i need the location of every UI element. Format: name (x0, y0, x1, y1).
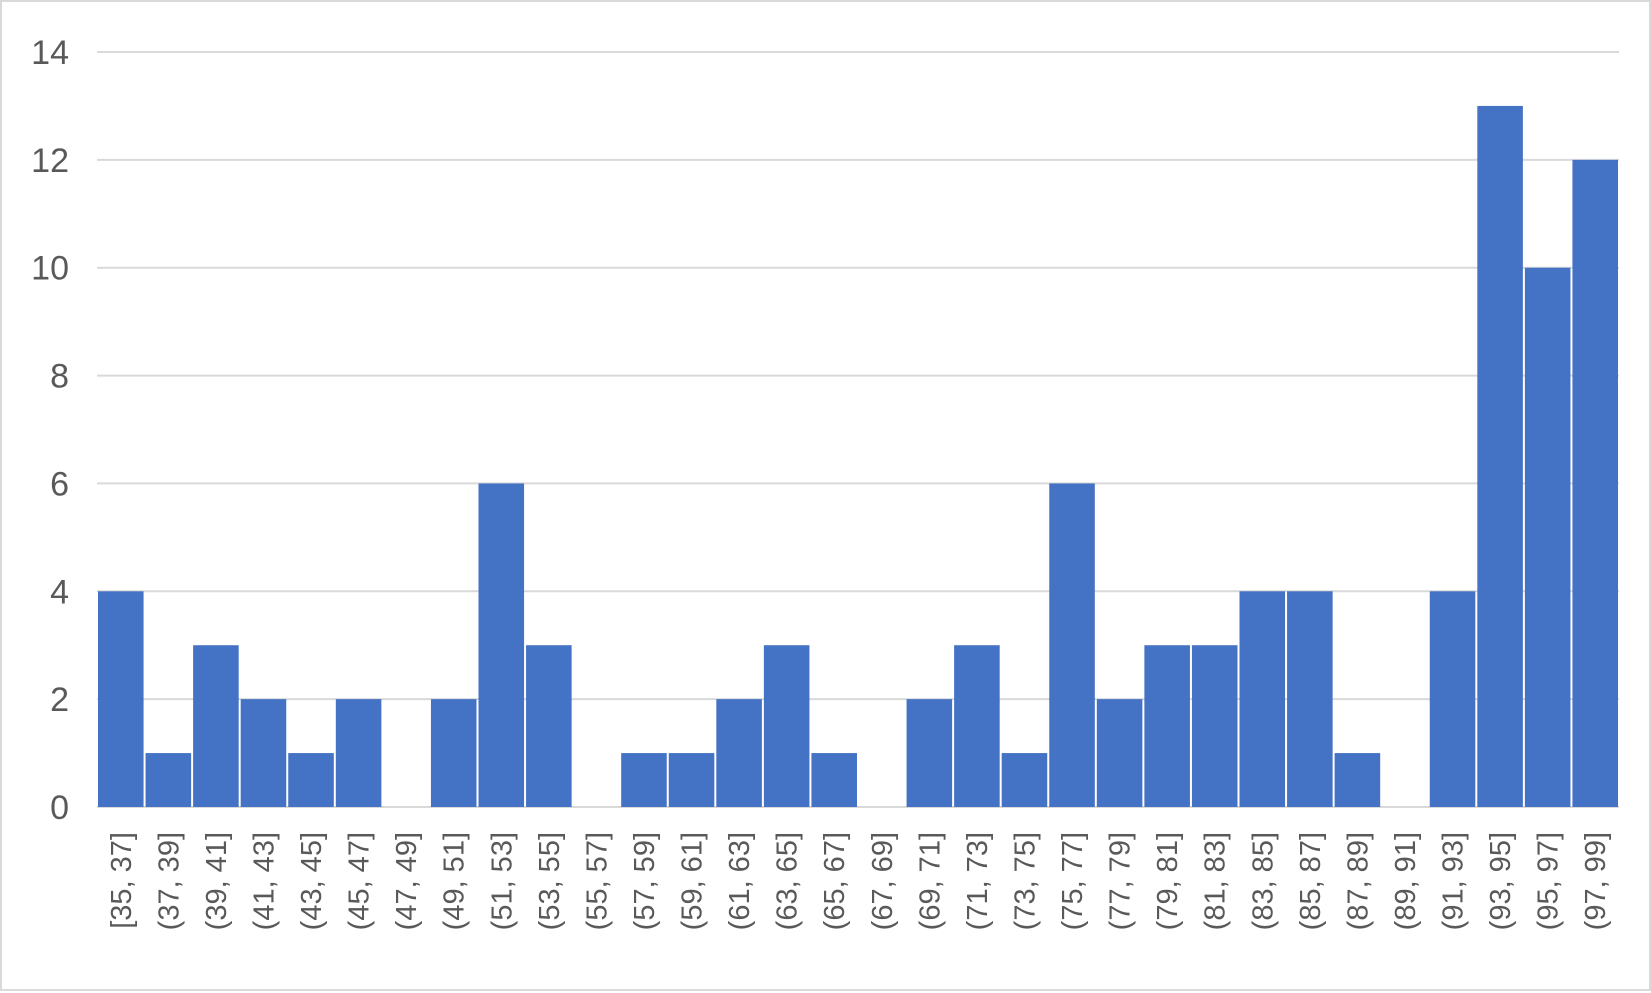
y-tick-label: 6 (50, 465, 69, 503)
x-tick-label: (97, 99] (1580, 832, 1612, 930)
x-tick-label: (81, 83] (1200, 832, 1232, 930)
bar (1334, 753, 1381, 807)
x-tick-label: (87, 89] (1342, 832, 1374, 930)
bar (240, 699, 287, 807)
bar (335, 699, 382, 807)
bar (1001, 753, 1048, 807)
bar (288, 753, 334, 807)
bars (98, 105, 1618, 807)
x-tick-label: (77, 79] (1105, 832, 1137, 930)
y-tick-label: 2 (50, 681, 69, 719)
bar (811, 753, 857, 807)
bar (1096, 699, 1143, 807)
x-tick-label: (65, 67] (819, 832, 851, 930)
x-tick-label: (41, 43] (248, 832, 280, 930)
x-tick-label: (59, 61] (677, 832, 709, 930)
y-tick-label: 0 (50, 789, 69, 827)
x-tick-label: (95, 97] (1533, 832, 1565, 930)
x-tick-label: (61, 63] (724, 832, 756, 930)
x-tick-label: (71, 73] (962, 832, 994, 930)
x-tick-label: (85, 87] (1295, 832, 1327, 930)
x-tick-label: (75, 77] (1057, 832, 1089, 930)
y-tick-label: 4 (50, 573, 69, 611)
x-tick-label: [35, 37] (106, 832, 138, 929)
bar (716, 699, 762, 807)
y-axis-ticks: 0 2 4 6 8 10 12 14 (31, 34, 69, 827)
x-tick-label: (63, 65] (772, 832, 804, 930)
x-tick-label: (37, 39] (153, 832, 185, 930)
bar (763, 645, 810, 807)
bar (145, 753, 192, 807)
x-tick-label: (91, 93] (1438, 832, 1470, 930)
y-tick-label: 12 (31, 142, 69, 180)
bar (1049, 483, 1095, 807)
bar (1239, 591, 1286, 807)
x-tick-label: (39, 41] (201, 832, 233, 930)
bar (98, 591, 144, 807)
x-tick-label: (49, 51] (439, 832, 471, 930)
gridlines (97, 51, 1619, 808)
bar (1429, 591, 1476, 807)
bar (478, 483, 525, 807)
x-tick-label: (55, 57] (581, 832, 613, 930)
y-tick-label: 8 (50, 358, 69, 396)
x-tick-label: (43, 45] (296, 832, 328, 930)
x-tick-label: (89, 91] (1390, 832, 1422, 930)
x-tick-label: (79, 81] (1152, 832, 1184, 930)
x-tick-label: (73, 75] (1009, 832, 1041, 930)
x-tick-label: (47, 49] (391, 832, 423, 930)
bar (621, 753, 667, 807)
x-tick-label: (53, 55] (534, 832, 566, 930)
y-tick-label: 14 (31, 34, 69, 72)
bar (954, 645, 1000, 807)
bar (1477, 105, 1523, 807)
x-tick-label: (57, 59] (629, 832, 661, 930)
bar (1524, 267, 1571, 807)
x-tick-label: (93, 95] (1485, 832, 1517, 930)
x-tick-label: (45, 47] (344, 832, 376, 930)
x-tick-label: (69, 71] (914, 832, 946, 930)
x-tick-label: (67, 69] (867, 832, 899, 930)
bar (430, 699, 477, 807)
bar (1287, 591, 1333, 807)
bar (668, 753, 715, 807)
x-axis-ticks: [35, 37] (37, 39] (39, 41] (41, 43] (43, 45]… (106, 832, 1612, 930)
bar (1144, 645, 1190, 807)
y-tick-label: 10 (31, 250, 69, 288)
x-tick-label: (83, 85] (1247, 832, 1279, 930)
bar (906, 699, 953, 807)
bar (1191, 645, 1238, 807)
bar (526, 645, 572, 807)
x-tick-label: (51, 53] (486, 832, 518, 930)
bar (193, 645, 239, 807)
bar (1572, 159, 1618, 807)
